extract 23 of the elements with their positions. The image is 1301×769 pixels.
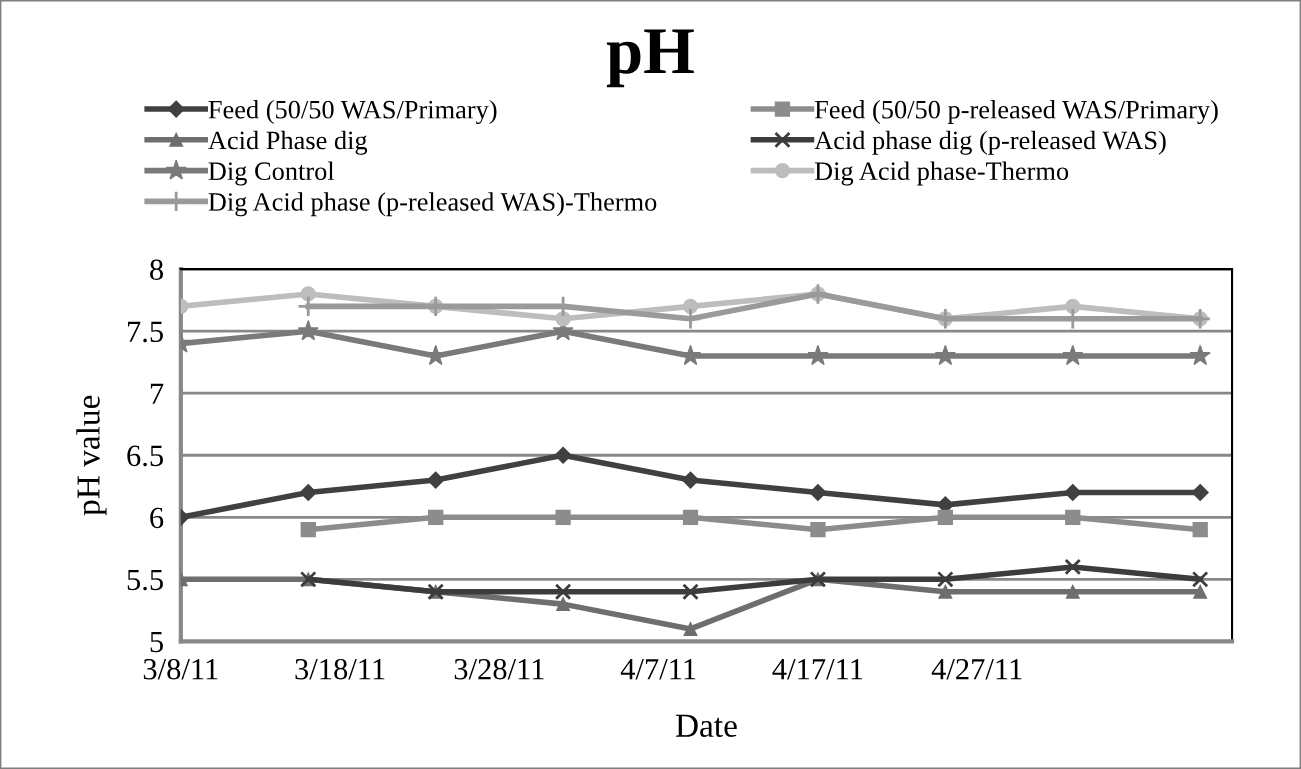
legend-label: Acid phase dig (p-released WAS)	[814, 130, 1166, 155]
x-tick-label: 3/28/11	[454, 658, 544, 680]
y-tick-label: 5.5	[127, 569, 163, 591]
x-tick-label: 3/8/11	[143, 658, 218, 680]
y-tick-label: 6	[150, 507, 164, 529]
y-tick-label: 8	[150, 259, 164, 281]
y-axis-title: pH value	[76, 395, 107, 516]
y-tick-label: 7.5	[127, 321, 163, 343]
y-tick-label: 6.5	[127, 445, 163, 467]
x-tick-label: 4/7/11	[620, 659, 696, 680]
legend-label: Dig Control	[208, 161, 335, 186]
legend-label: Acid Phase dig	[208, 130, 368, 155]
chart-title: pH	[606, 29, 694, 88]
x-axis-title: Date	[675, 714, 737, 737]
y-tick-label: 5	[150, 631, 163, 653]
legend-label: Feed (50/50 p-released WAS/Primary)	[814, 100, 1218, 125]
x-tick-label: 4/27/11	[931, 658, 1022, 680]
y-tick-label: 7	[150, 383, 164, 404]
legend-label: Dig Acid phase (p-released WAS)-Thermo	[208, 192, 657, 217]
x-tick-label: 3/18/11	[295, 658, 385, 680]
legend-label: Dig Acid phase-Thermo	[814, 161, 1069, 186]
x-tick-label: 4/17/11	[772, 659, 863, 680]
legend-label: Feed (50/50 WAS/Primary)	[208, 100, 497, 125]
